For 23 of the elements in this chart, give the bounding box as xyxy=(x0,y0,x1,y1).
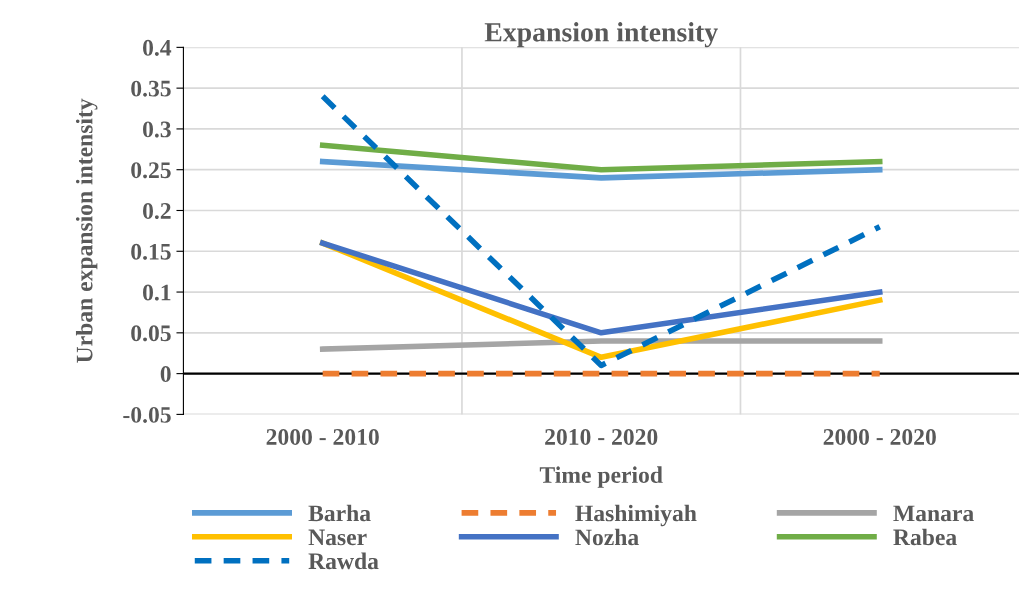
legend-label: Rawda xyxy=(308,552,379,570)
y-tick-label: 0.4 xyxy=(143,39,172,56)
y-tick-label: 0.05 xyxy=(131,325,171,342)
y-tick-label: 0.3 xyxy=(143,121,171,138)
x-axis-title: Time period xyxy=(539,466,663,488)
chart-title: Expansion intensity xyxy=(484,22,718,48)
legend-label: Hashimiyah xyxy=(575,504,697,527)
x-tick-label: 2010 - 2020 xyxy=(545,428,658,445)
y-tick-label: 0.25 xyxy=(131,162,171,179)
x-tick-label: 2000 - 2010 xyxy=(266,428,379,445)
legend-label: Rabea xyxy=(893,528,957,546)
y-tick-label: 0.15 xyxy=(131,243,171,260)
legend-label: Naser xyxy=(308,529,367,546)
y-axis-title: Urban expansion intensity xyxy=(75,98,98,363)
legend-label: Barha xyxy=(308,504,371,522)
y-tick-label: -0.05 xyxy=(123,406,171,423)
x-tick-label: 2000 - 2020 xyxy=(823,428,936,445)
y-tick-label: 0.35 xyxy=(131,80,171,97)
legend-label: Nozha xyxy=(575,528,639,546)
y-tick-label: 0.2 xyxy=(143,202,171,220)
legend-label: Manara xyxy=(893,505,974,522)
y-tick-label: 0 xyxy=(160,366,171,383)
y-tick-label: 0.1 xyxy=(143,284,171,301)
